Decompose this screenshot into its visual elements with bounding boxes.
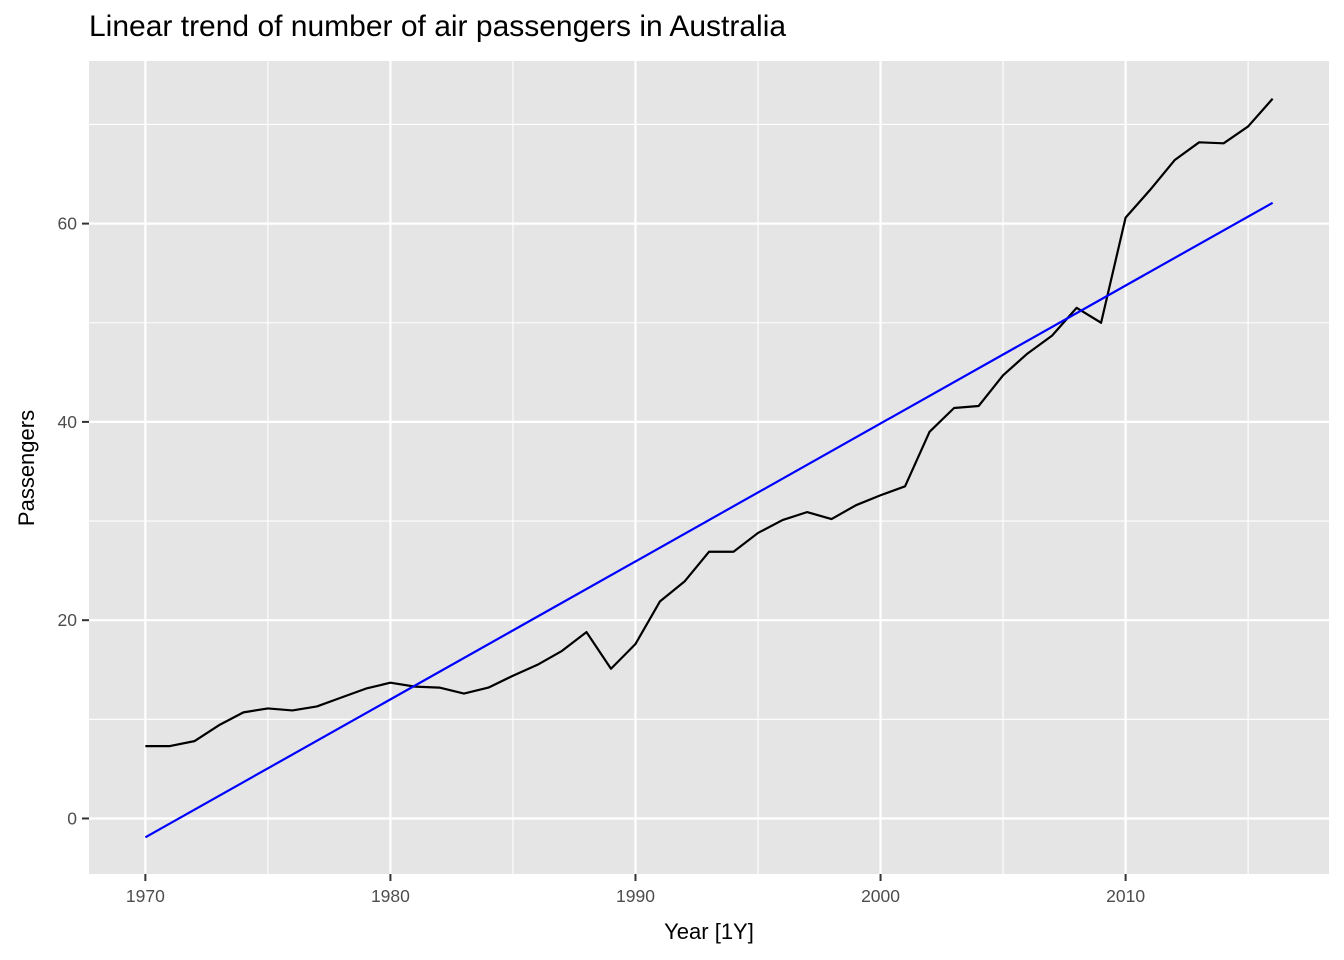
x-tick-label: 2010 (1106, 886, 1145, 906)
plot-panel (89, 61, 1329, 874)
y-axis-title: Passengers (14, 410, 39, 526)
axis-ticks (82, 222, 1127, 881)
y-tick-label: 60 (58, 214, 78, 234)
y-tick-label: 20 (58, 610, 78, 630)
tick-labels: 1970 1980 1990 2000 2010 0 20 40 60 (58, 214, 1146, 906)
minor-gridlines (89, 61, 1329, 874)
x-axis-title: Year [1Y] (664, 919, 754, 944)
linear-trend-line (144, 201, 1274, 839)
series-layer (144, 97, 1274, 839)
chart-title: Linear trend of number of air passengers… (89, 10, 787, 43)
y-tick-label: 0 (67, 808, 77, 828)
major-gridlines (89, 61, 1329, 874)
x-tick-label: 1970 (126, 886, 165, 906)
x-tick-label: 2000 (861, 886, 900, 906)
x-tick-label: 1990 (616, 886, 655, 906)
passengers-series-line (145, 97, 1274, 748)
y-tick-label: 40 (58, 412, 78, 432)
x-tick-label: 1980 (371, 886, 410, 906)
